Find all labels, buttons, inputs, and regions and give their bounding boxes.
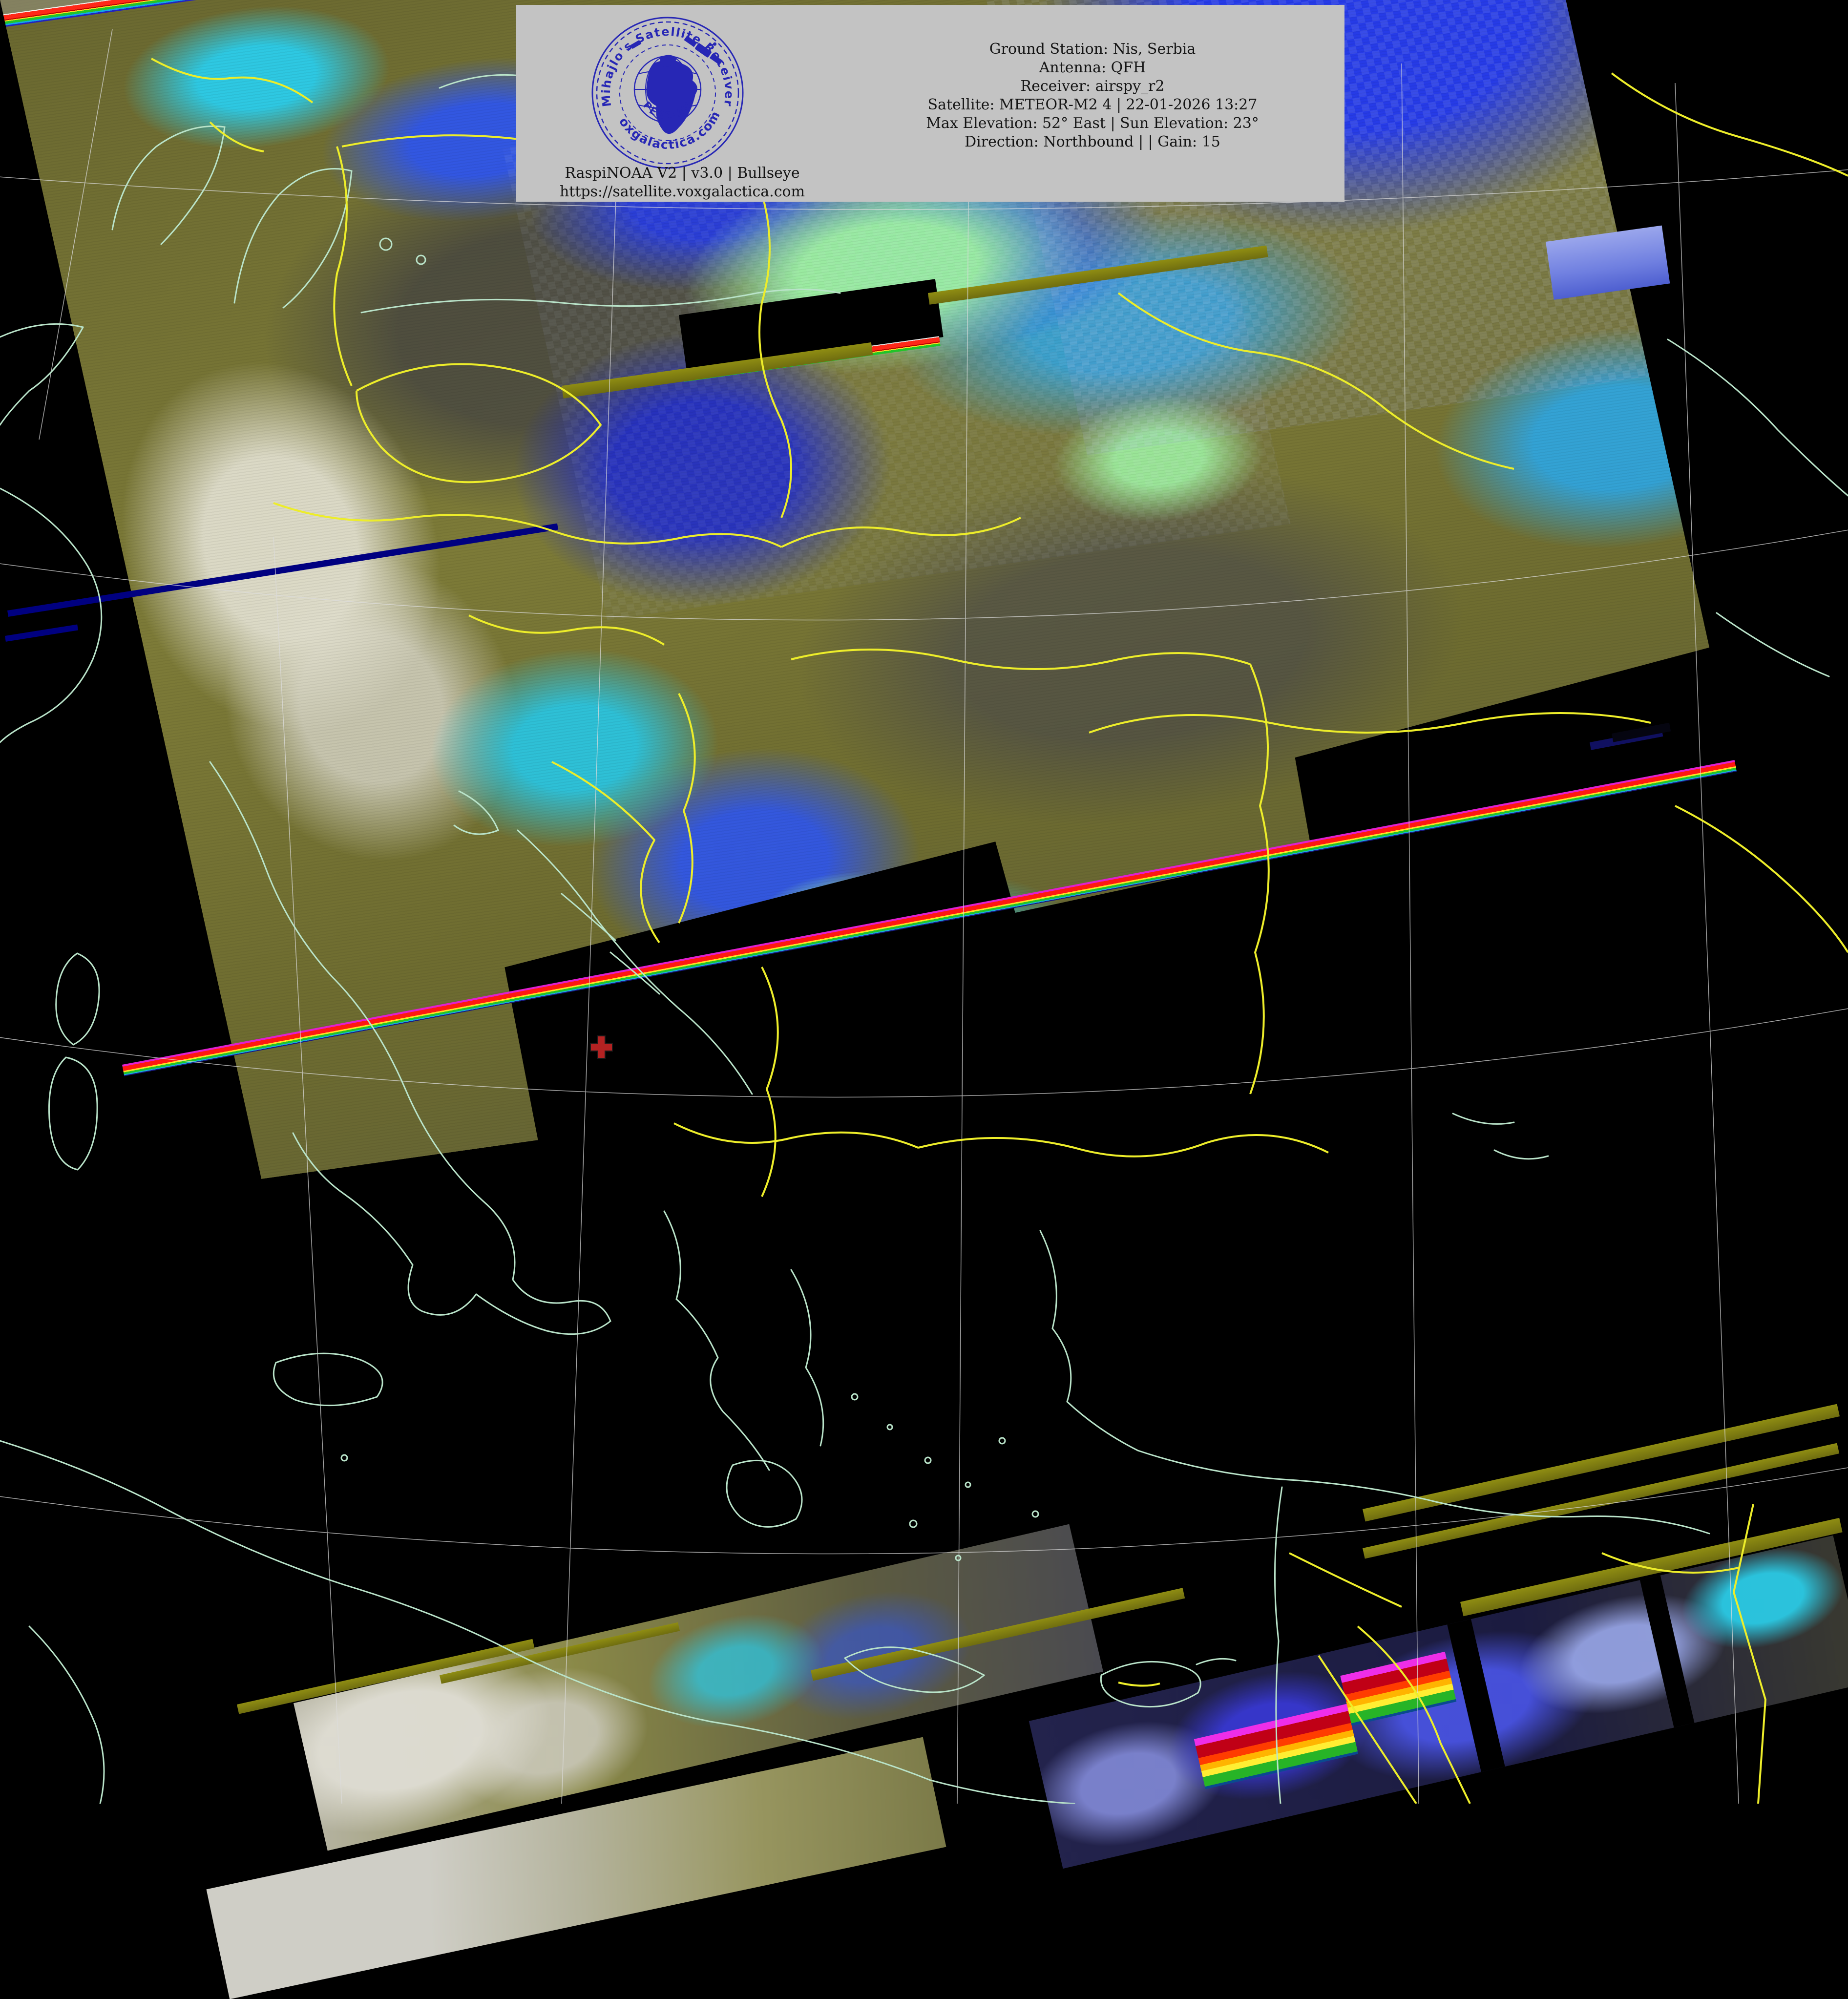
satellite-line: Satellite: METEOR-M2 4 | 22-01-2026 13:2…: [927, 96, 1258, 113]
station-logo-stamp: Mihajlo's Satellite Receiver voxgalactic…: [587, 12, 744, 169]
coastlines: [0, 72, 1848, 1804]
country-borders: [151, 58, 1848, 1804]
antenna-line: Antenna: QFH: [1039, 59, 1146, 76]
website-url: https://satellite.voxgalactica.com: [559, 183, 805, 200]
globe-landmass: [646, 55, 697, 134]
map-overlay: [0, 29, 1848, 1804]
small-satellite-icon: [626, 40, 644, 50]
station-info-block: Ground Station: Nis, Serbia Antenna: QFH…: [858, 40, 1327, 151]
software-version-line: RaspiNOAA V2 | v3.0 | Bullseye: [565, 165, 800, 182]
ground-station-marker: [590, 1035, 613, 1059]
satellite-icon: [626, 35, 723, 65]
ground-station-line: Ground Station: Nis, Serbia: [989, 41, 1196, 58]
elevation-line: Max Elevation: 52° East | Sun Elevation:…: [926, 115, 1259, 132]
header-banner: Mihajlo's Satellite Receiver voxgalactic…: [516, 5, 1344, 202]
graticule-lines: [0, 29, 1848, 1804]
receiver-line: Receiver: airspy_r2: [1020, 78, 1165, 95]
direction-gain-line: Direction: Northbound | | Gain: 15: [965, 133, 1220, 150]
software-info-block: RaspiNOAA V2 | v3.0 | Bullseye https://s…: [521, 164, 843, 201]
